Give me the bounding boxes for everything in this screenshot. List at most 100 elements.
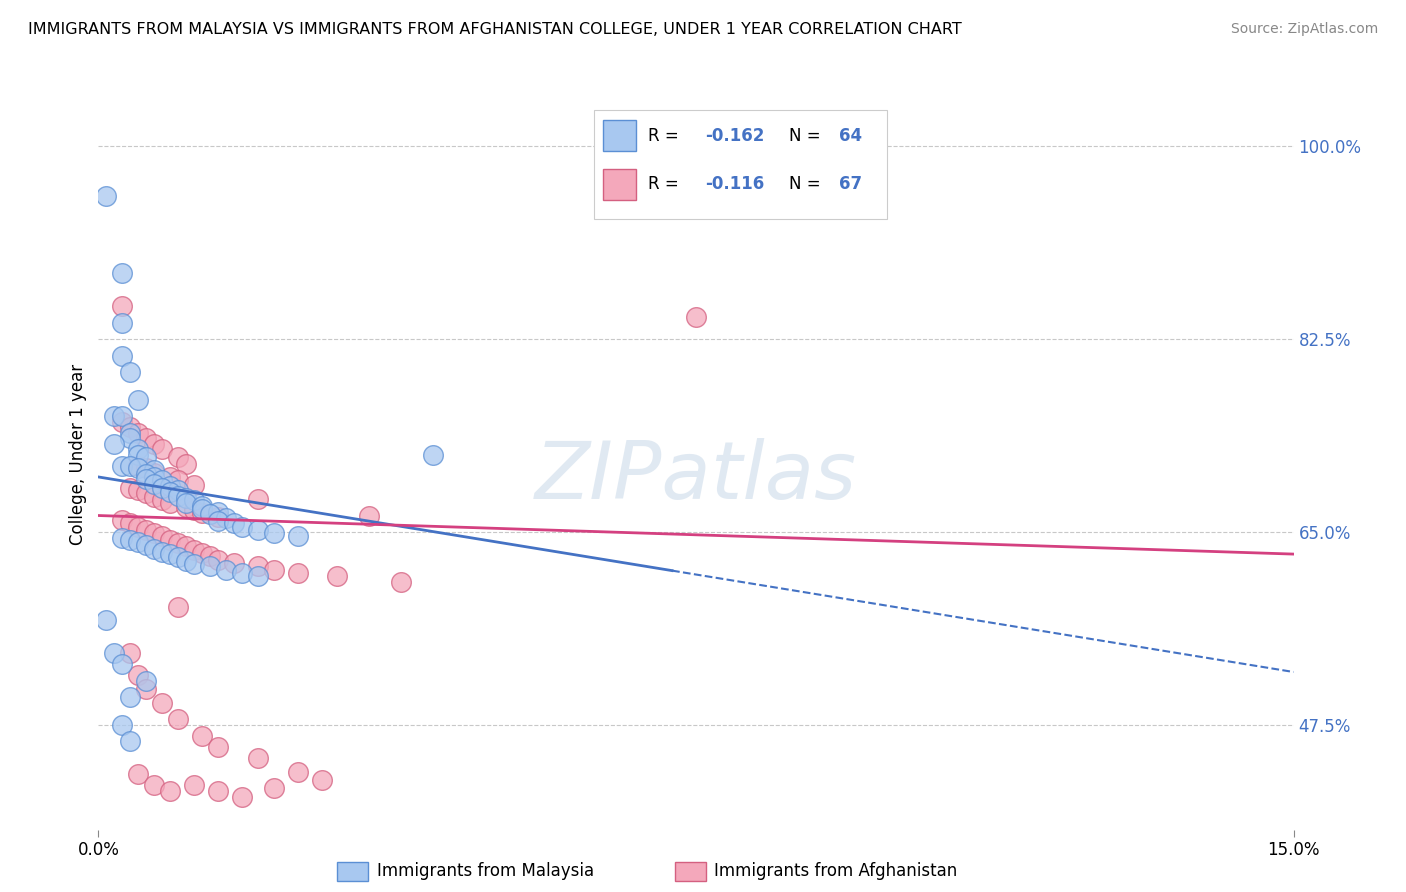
Point <box>183 779 205 793</box>
Point <box>231 519 253 533</box>
Point <box>183 557 205 571</box>
Point <box>159 470 181 484</box>
Point <box>207 509 229 524</box>
Point <box>215 510 238 524</box>
Point <box>127 519 149 533</box>
Point <box>207 739 229 754</box>
Point <box>222 556 245 570</box>
Point <box>174 554 197 568</box>
Point <box>111 415 134 429</box>
FancyBboxPatch shape <box>603 120 637 152</box>
Point <box>191 546 214 560</box>
Point <box>183 503 205 517</box>
Point <box>174 496 197 510</box>
Text: 64: 64 <box>839 127 862 145</box>
Point <box>167 599 190 614</box>
Point <box>191 506 214 520</box>
Point <box>135 673 157 688</box>
Point <box>167 712 190 726</box>
Point <box>127 442 149 457</box>
Point <box>111 299 134 313</box>
Point <box>246 559 269 574</box>
Point <box>311 772 333 787</box>
Point <box>120 425 142 440</box>
Point <box>111 513 134 527</box>
Point <box>183 542 205 557</box>
Point <box>287 765 309 780</box>
Point <box>120 516 142 531</box>
Point <box>150 473 173 487</box>
Point <box>198 559 221 574</box>
Text: ZIPatlas: ZIPatlas <box>534 438 858 516</box>
Point <box>111 316 134 330</box>
Point <box>127 535 149 549</box>
Point <box>198 508 221 522</box>
FancyBboxPatch shape <box>595 111 887 219</box>
Point <box>96 189 118 203</box>
Point <box>191 502 214 516</box>
Point <box>111 349 134 363</box>
Point <box>120 431 142 445</box>
Point <box>150 545 173 559</box>
Text: Immigrants from Malaysia: Immigrants from Malaysia <box>377 863 593 880</box>
Point <box>183 477 205 491</box>
Point <box>143 541 166 556</box>
Point <box>111 718 134 732</box>
Point <box>120 365 142 379</box>
Point <box>174 457 197 471</box>
Point <box>174 540 197 554</box>
Text: 67: 67 <box>839 175 862 193</box>
Point <box>135 467 157 481</box>
Point <box>143 490 166 504</box>
Point <box>222 516 245 531</box>
Point <box>120 481 142 495</box>
Point <box>167 536 190 550</box>
Point <box>143 470 166 484</box>
Point <box>111 266 134 280</box>
Point <box>150 529 173 543</box>
Point <box>159 547 181 561</box>
Point <box>207 784 229 798</box>
Point <box>167 473 190 487</box>
Point <box>111 409 134 424</box>
Point <box>143 779 166 793</box>
Point <box>207 505 229 519</box>
Point <box>174 500 197 514</box>
Text: N =: N = <box>789 175 827 193</box>
Point <box>207 514 229 528</box>
Point <box>207 552 229 566</box>
Point <box>135 486 157 500</box>
Point <box>120 533 142 547</box>
Point <box>135 461 157 475</box>
Point <box>159 784 181 798</box>
Point <box>111 458 134 473</box>
Point <box>127 392 149 407</box>
Point <box>246 491 269 506</box>
Point <box>127 668 149 682</box>
Point <box>135 523 157 537</box>
Point <box>198 549 221 564</box>
Point <box>191 499 214 513</box>
Point <box>120 420 142 434</box>
Point <box>326 569 349 583</box>
Point <box>135 472 157 486</box>
Point <box>120 458 142 473</box>
Point <box>111 531 134 545</box>
Point <box>127 483 149 498</box>
Point <box>135 538 157 552</box>
Point <box>150 481 173 495</box>
Point <box>287 529 309 543</box>
Point <box>150 493 173 508</box>
Point <box>143 463 166 477</box>
Point <box>174 491 197 505</box>
Point <box>183 493 205 508</box>
Point <box>263 562 285 576</box>
Point <box>422 448 444 462</box>
Point <box>246 569 269 583</box>
Point <box>96 613 118 627</box>
Point <box>120 646 142 660</box>
FancyBboxPatch shape <box>603 169 637 200</box>
Point <box>103 409 125 424</box>
Y-axis label: College, Under 1 year: College, Under 1 year <box>69 364 87 546</box>
Text: -0.116: -0.116 <box>706 175 765 193</box>
